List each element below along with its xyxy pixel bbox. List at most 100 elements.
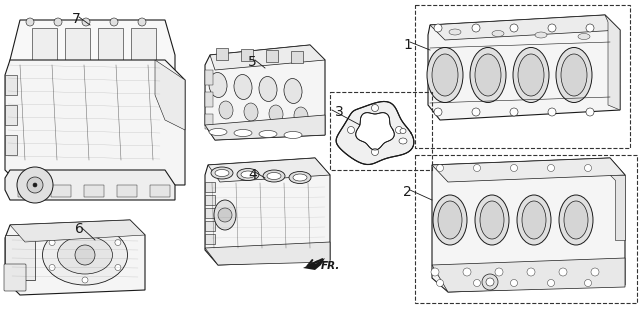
Polygon shape: [10, 20, 175, 95]
Ellipse shape: [241, 171, 255, 178]
Circle shape: [511, 165, 518, 171]
Circle shape: [26, 18, 34, 26]
Ellipse shape: [234, 130, 252, 136]
Circle shape: [495, 268, 503, 276]
Polygon shape: [356, 113, 394, 150]
Ellipse shape: [214, 200, 236, 230]
Ellipse shape: [522, 201, 546, 239]
Polygon shape: [208, 158, 330, 182]
Circle shape: [33, 183, 37, 187]
Ellipse shape: [294, 107, 308, 125]
Text: 6: 6: [75, 222, 84, 236]
Ellipse shape: [244, 103, 258, 121]
Bar: [84, 185, 104, 197]
Bar: [205, 221, 215, 231]
Polygon shape: [205, 242, 330, 265]
Circle shape: [547, 165, 554, 171]
Circle shape: [82, 227, 88, 233]
Ellipse shape: [556, 47, 592, 103]
Circle shape: [510, 24, 518, 32]
Bar: [5, 105, 17, 125]
Ellipse shape: [517, 195, 551, 245]
Ellipse shape: [237, 169, 259, 180]
Ellipse shape: [578, 33, 590, 39]
Ellipse shape: [427, 47, 463, 103]
Polygon shape: [10, 220, 145, 242]
Polygon shape: [428, 15, 620, 120]
Circle shape: [54, 18, 62, 26]
Polygon shape: [5, 60, 185, 185]
Circle shape: [463, 268, 471, 276]
Circle shape: [472, 24, 480, 32]
Ellipse shape: [58, 236, 113, 274]
Bar: [5, 135, 17, 155]
Bar: [205, 70, 213, 85]
Bar: [205, 182, 215, 192]
Circle shape: [474, 280, 481, 286]
Bar: [5, 235, 35, 280]
Bar: [415, 155, 637, 303]
Bar: [5, 75, 17, 95]
Polygon shape: [336, 101, 414, 165]
Ellipse shape: [475, 54, 501, 96]
Polygon shape: [155, 60, 185, 130]
Polygon shape: [610, 175, 625, 240]
Circle shape: [115, 264, 121, 271]
Ellipse shape: [432, 54, 458, 96]
Ellipse shape: [219, 101, 233, 119]
Ellipse shape: [211, 167, 233, 179]
Circle shape: [527, 268, 535, 276]
Bar: [291, 51, 303, 63]
Text: 2: 2: [403, 185, 412, 199]
Circle shape: [115, 240, 121, 246]
Ellipse shape: [42, 225, 127, 285]
Polygon shape: [432, 158, 625, 182]
Circle shape: [371, 148, 378, 156]
Circle shape: [49, 240, 55, 246]
Polygon shape: [430, 15, 620, 40]
Circle shape: [110, 18, 118, 26]
Circle shape: [548, 108, 556, 116]
Ellipse shape: [267, 172, 281, 179]
Circle shape: [591, 268, 599, 276]
Text: 1: 1: [403, 38, 412, 52]
Bar: [205, 208, 215, 218]
Polygon shape: [5, 170, 175, 200]
Circle shape: [486, 278, 494, 286]
Ellipse shape: [289, 171, 311, 184]
Circle shape: [474, 165, 481, 171]
FancyBboxPatch shape: [4, 264, 26, 291]
Text: 5: 5: [248, 55, 257, 69]
Bar: [205, 92, 213, 107]
Circle shape: [434, 24, 442, 32]
Text: 7: 7: [72, 12, 81, 26]
Ellipse shape: [438, 201, 462, 239]
Bar: [18, 185, 38, 197]
Ellipse shape: [480, 201, 504, 239]
Bar: [205, 195, 215, 205]
Ellipse shape: [513, 47, 549, 103]
Circle shape: [138, 18, 146, 26]
Circle shape: [218, 208, 232, 222]
Circle shape: [559, 268, 567, 276]
Circle shape: [482, 274, 498, 290]
Ellipse shape: [400, 129, 406, 134]
Ellipse shape: [475, 195, 509, 245]
Polygon shape: [303, 258, 325, 270]
Circle shape: [27, 177, 43, 193]
Circle shape: [396, 126, 403, 134]
Circle shape: [510, 108, 518, 116]
Circle shape: [548, 24, 556, 32]
Bar: [241, 49, 253, 61]
Circle shape: [584, 280, 591, 286]
Ellipse shape: [559, 195, 593, 245]
Bar: [51, 185, 71, 197]
Circle shape: [436, 165, 444, 171]
Ellipse shape: [535, 32, 547, 38]
Ellipse shape: [433, 195, 467, 245]
Ellipse shape: [284, 78, 302, 104]
Circle shape: [472, 108, 480, 116]
Ellipse shape: [492, 30, 504, 37]
Polygon shape: [210, 45, 325, 70]
Bar: [131, 28, 156, 83]
